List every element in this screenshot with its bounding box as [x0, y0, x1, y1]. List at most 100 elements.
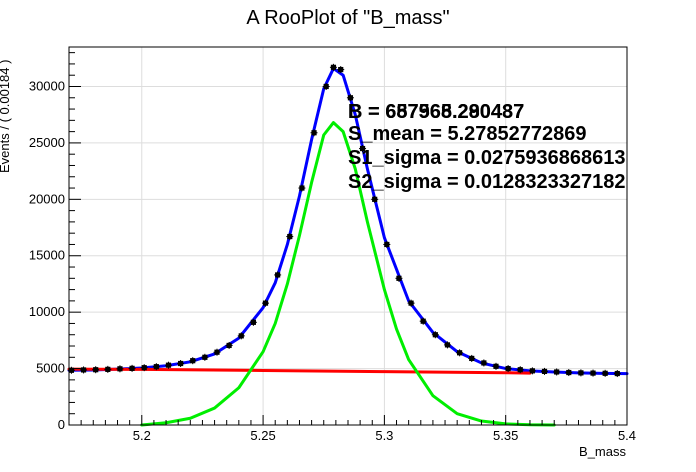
- data-point-0-17: [274, 271, 282, 279]
- data-point-marker: [347, 95, 354, 101]
- data-point-0-2: [92, 366, 100, 374]
- data-point-marker: [614, 370, 620, 377]
- data-point-marker: [129, 365, 135, 371]
- data-point-marker: [578, 370, 584, 376]
- data-point-0-31: [431, 331, 439, 339]
- data-point-0-32: [443, 341, 451, 349]
- data-point-marker: [432, 332, 438, 338]
- data-point-0-1: [80, 366, 88, 374]
- data-point-0-25: [359, 145, 367, 153]
- data-point-marker: [481, 360, 487, 366]
- data-point-marker: [238, 333, 244, 339]
- data-point-0-7: [152, 363, 160, 371]
- y-tick-label-6: 30000: [29, 78, 65, 93]
- data-point-marker: [262, 300, 269, 306]
- data-point-marker: [105, 366, 111, 372]
- data-point-0-24: [346, 94, 354, 102]
- data-point-0-36: [492, 362, 500, 370]
- data-point-0-28: [395, 274, 403, 282]
- data-point-0-37: [504, 365, 512, 373]
- x-tick-label-1: 5.25: [250, 428, 275, 443]
- fit-parameter-label-2: S_mean = 5.27852772869: [348, 123, 587, 145]
- data-point-0-6: [140, 364, 148, 372]
- series-line-2: [67, 367, 532, 375]
- data-point-0-41: [553, 368, 561, 376]
- data-point-0-46: [613, 370, 621, 378]
- data-point-0-20: [310, 129, 318, 137]
- data-point-marker: [165, 362, 172, 368]
- data-point-marker: [330, 64, 337, 70]
- y-axis-label: Events / ( 0.00184 ): [0, 60, 12, 173]
- data-point-0-29: [407, 299, 415, 307]
- chart-title: A RooPlot of "B_mass": [246, 7, 449, 29]
- x-tick-label-0: 5.2: [133, 428, 151, 443]
- data-point-marker: [444, 342, 451, 348]
- data-point-0-40: [541, 367, 549, 375]
- fit-parameter-label-1: B = 657568.280487: [348, 101, 524, 123]
- data-point-0-13: [225, 341, 233, 349]
- data-point-0-19: [298, 184, 306, 192]
- data-point-marker: [275, 272, 281, 278]
- data-point-0-3: [104, 365, 112, 373]
- x-tick-label-2: 5.3: [375, 428, 393, 443]
- data-point-0-26: [371, 195, 379, 203]
- data-point-0-10: [189, 357, 197, 365]
- data-point-marker: [338, 66, 344, 73]
- fit-parameter-label-3: S1_sigma = 0.0275936868613: [348, 147, 625, 169]
- data-point-marker: [457, 350, 463, 356]
- y-tick-label-2: 10000: [29, 304, 65, 319]
- fit-parameter-label-4: S2_sigma = 0.0128323327182: [348, 171, 625, 193]
- data-point-marker: [408, 300, 414, 306]
- axes-layer: 5.2 5.25 5.3 5.35 5.4 0 5000 10000 15000 20000 250…: [29, 46, 636, 443]
- data-point-marker: [493, 363, 499, 369]
- data-point-0-44: [589, 369, 597, 377]
- data-point-marker: [311, 130, 317, 136]
- data-point-0-12: [213, 348, 221, 356]
- data-point-0-14: [237, 332, 245, 340]
- data-point-marker: [505, 365, 511, 372]
- data-point-marker: [396, 275, 402, 281]
- data-point-marker: [541, 368, 548, 375]
- series-line-3: [140, 121, 556, 427]
- data-point-marker: [602, 370, 608, 376]
- data-point-0-30: [419, 317, 427, 325]
- data-point-0-5: [128, 364, 136, 372]
- y-tick-label-5: 25000: [29, 135, 65, 150]
- data-point-0-22: [329, 63, 337, 71]
- y-tick-label-4: 20000: [29, 191, 65, 206]
- data-point-marker: [117, 366, 123, 372]
- data-point-marker: [153, 364, 159, 370]
- y-tick-label-1: 5000: [36, 361, 65, 376]
- data-point-marker: [323, 83, 329, 90]
- data-point-0-39: [528, 367, 536, 375]
- data-point-marker: [226, 342, 232, 349]
- data-point-marker: [529, 368, 535, 374]
- data-point-marker: [93, 367, 99, 373]
- data-point-marker: [68, 367, 75, 373]
- x-tick-label-3: 5.35: [493, 428, 518, 443]
- data-point-marker: [384, 241, 390, 248]
- x-tick-label-4: 5.4: [618, 428, 636, 443]
- data-point-marker: [566, 369, 572, 376]
- data-point-0-27: [383, 240, 391, 248]
- y-tick-label-0: 0: [58, 417, 65, 432]
- data-point-0-42: [565, 369, 573, 377]
- data-point-marker: [590, 370, 596, 376]
- data-point-marker: [517, 367, 523, 373]
- y-tick-label-3: 15000: [29, 248, 65, 263]
- data-point-marker: [80, 367, 87, 373]
- data-point-marker: [214, 349, 220, 355]
- fit-parameter-label-0: B = 687965.290437: [348, 101, 524, 123]
- data-point-0-18: [286, 233, 294, 241]
- data-point-marker: [250, 319, 256, 325]
- data-point-marker: [420, 318, 426, 324]
- data-point-0-8: [164, 361, 172, 369]
- data-point-marker: [554, 369, 560, 375]
- data-point-marker: [141, 365, 147, 371]
- data-point-0-15: [249, 318, 257, 326]
- data-point-marker: [178, 360, 184, 367]
- data-point-marker: [359, 145, 366, 152]
- data-point-0-45: [601, 369, 609, 377]
